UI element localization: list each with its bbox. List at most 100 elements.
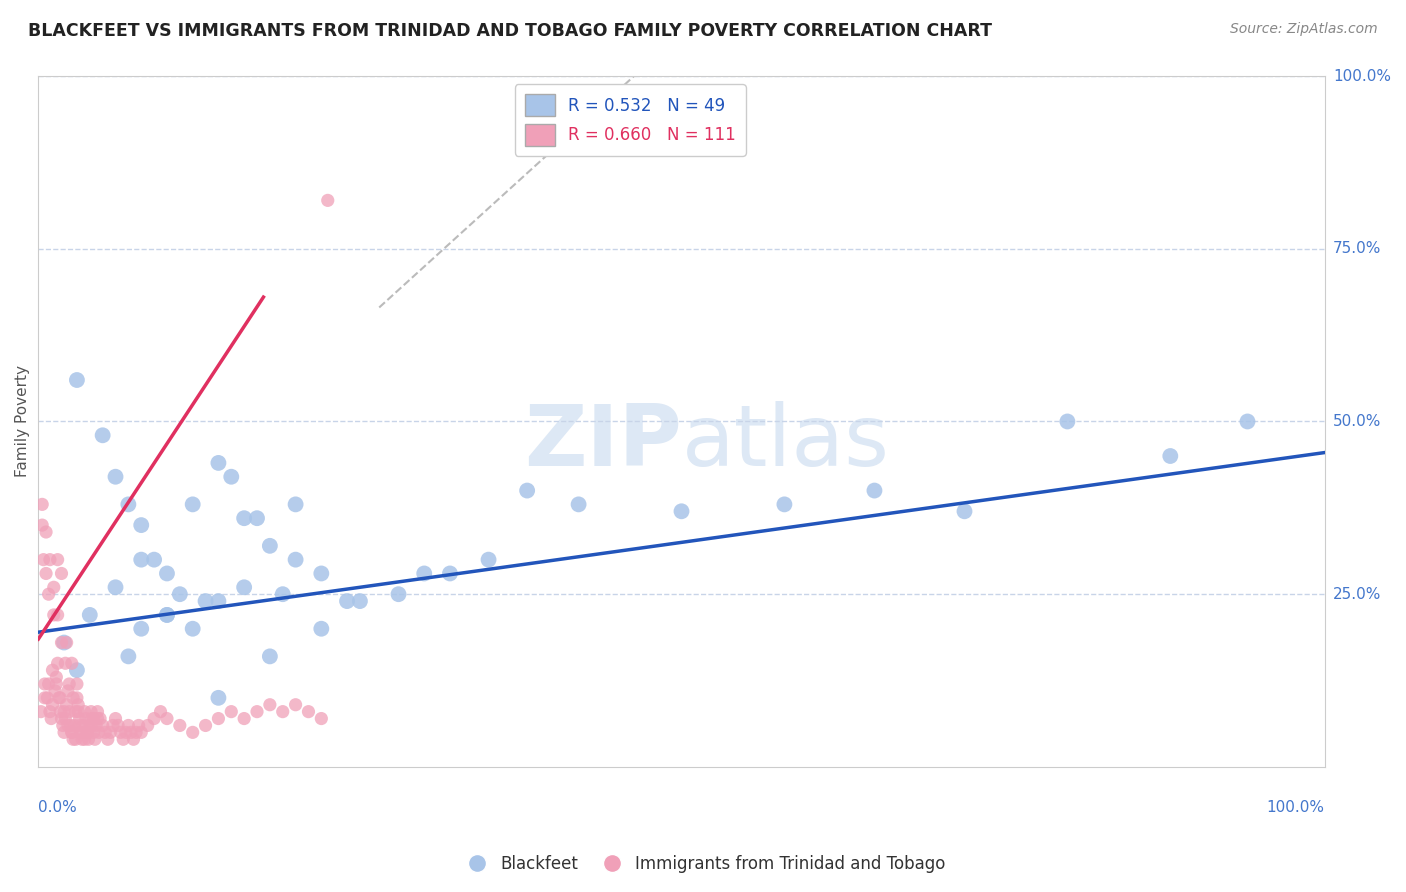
Point [34, 690, 56, 705]
Point [194, 594, 217, 608]
Point [77, 732, 100, 747]
Point [336, 594, 359, 608]
Point [73, 705, 96, 719]
Point [44, 684, 66, 698]
Point [49, 690, 72, 705]
Point [284, 698, 307, 712]
Point [169, 587, 191, 601]
Point [60, 725, 83, 739]
Text: atlas: atlas [682, 401, 890, 483]
Point [69, 712, 91, 726]
Point [84, 732, 107, 747]
Point [98, 725, 121, 739]
Point [66, 373, 89, 387]
Text: BLACKFEET VS IMMIGRANTS FROM TRINIDAD AND TOBAGO FAMILY POVERTY CORRELATION CHAR: BLACKFEET VS IMMIGRANTS FROM TRINIDAD AN… [28, 22, 993, 40]
Point [86, 712, 108, 726]
Point [194, 718, 217, 732]
Point [56, 718, 79, 732]
Point [39, 712, 62, 726]
Point [51, 566, 73, 581]
Point [53, 725, 76, 739]
Point [72, 718, 94, 732]
Point [94, 725, 117, 739]
Point [69, 718, 91, 732]
Point [156, 607, 179, 622]
Point [143, 712, 166, 726]
Point [42, 580, 65, 594]
Point [70, 732, 93, 747]
Point [55, 635, 77, 649]
Point [83, 712, 105, 726]
Point [35, 566, 58, 581]
Legend: Blackfeet, Immigrants from Trinidad and Tobago: Blackfeet, Immigrants from Trinidad and … [454, 848, 952, 880]
Point [316, 194, 339, 208]
Point [87, 725, 110, 739]
Point [62, 690, 84, 705]
Point [46, 552, 69, 566]
Point [63, 718, 86, 732]
Point [207, 712, 229, 726]
Point [31, 518, 53, 533]
Point [773, 497, 796, 511]
Point [129, 552, 152, 566]
Point [82, 712, 104, 726]
Point [181, 725, 204, 739]
Point [136, 718, 159, 732]
Point [143, 552, 166, 566]
Point [1056, 414, 1078, 428]
Point [122, 732, 145, 747]
Point [101, 718, 124, 732]
Text: 25.0%: 25.0% [1333, 587, 1381, 602]
Point [128, 718, 150, 732]
Point [59, 718, 82, 732]
Point [156, 607, 179, 622]
Point [413, 566, 436, 581]
Point [52, 718, 75, 732]
Point [114, 725, 136, 739]
Point [38, 705, 60, 719]
Point [104, 580, 127, 594]
Point [66, 677, 89, 691]
Point [271, 705, 294, 719]
Point [66, 663, 89, 677]
Point [207, 690, 229, 705]
Text: Source: ZipAtlas.com: Source: ZipAtlas.com [1230, 22, 1378, 37]
Point [62, 732, 84, 747]
Point [34, 677, 56, 691]
Point [219, 469, 242, 483]
Point [91, 718, 114, 732]
Point [568, 497, 591, 511]
Point [75, 712, 97, 726]
Text: ZIP: ZIP [524, 401, 682, 483]
Point [31, 497, 53, 511]
Point [73, 732, 96, 747]
Point [38, 552, 60, 566]
Point [117, 649, 139, 664]
Point [271, 587, 294, 601]
Point [156, 566, 179, 581]
Point [49, 705, 72, 719]
Point [311, 622, 333, 636]
Point [233, 580, 256, 594]
Point [259, 649, 281, 664]
Point [69, 725, 91, 739]
Point [30, 705, 52, 719]
Point [60, 725, 83, 739]
Point [233, 511, 256, 525]
Text: 0.0%: 0.0% [38, 800, 77, 814]
Point [311, 566, 333, 581]
Point [80, 705, 103, 719]
Point [112, 732, 135, 747]
Point [86, 705, 108, 719]
Point [56, 684, 79, 698]
Text: 100.0%: 100.0% [1333, 69, 1391, 84]
Point [51, 635, 73, 649]
Point [311, 712, 333, 726]
Point [79, 607, 101, 622]
Point [104, 712, 127, 726]
Point [149, 705, 172, 719]
Point [104, 469, 127, 483]
Point [37, 690, 59, 705]
Point [863, 483, 886, 498]
Point [129, 725, 152, 739]
